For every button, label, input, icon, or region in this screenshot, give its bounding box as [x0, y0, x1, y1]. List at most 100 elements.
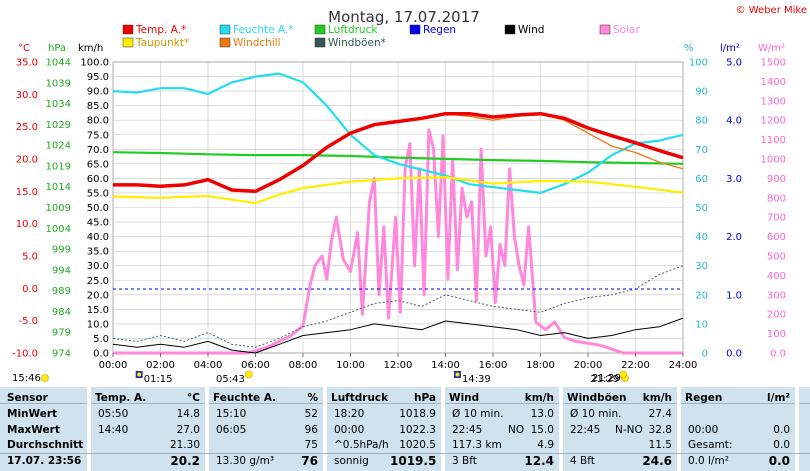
legend-swatch: [314, 24, 326, 35]
stats-cell-wind-time: Ø 10 min.: [452, 408, 504, 420]
sun-marker-right-label: 21:29: [592, 373, 621, 384]
ticks-solar: 1500 1400 1300 1200 1100 1000 900 800 700 600 500 4…: [761, 58, 786, 360]
stats-col-divider: [677, 387, 681, 471]
stats-cell-label: 17.07. 23:56: [7, 454, 82, 467]
stats-cell-hum-val: 52: [304, 408, 318, 420]
below-axis-markers: 01:15 05:43 14:39 21:29: [135, 370, 627, 385]
legend-label: Feuchte A.*: [233, 24, 294, 36]
legend-item: Temp. A.*: [122, 24, 186, 36]
pressure-axis-tick: 974: [52, 349, 71, 360]
humidity-axis-tick: 70: [695, 145, 708, 156]
wind-axis-tick: 10.0: [87, 319, 109, 330]
solar-axis-tick: 1000: [761, 155, 786, 166]
wind-axis-tick: 5.0: [93, 334, 109, 345]
wind-axis-tick: 60.0: [87, 174, 109, 185]
axis-unit-wind: km/h: [78, 43, 103, 54]
pressure-axis-tick: 979: [52, 328, 71, 339]
stats-cell-hum-val: 96: [304, 423, 318, 436]
axis-unit-rain: l/m²: [720, 43, 740, 54]
temp-axis-tick: -5.0: [18, 316, 38, 327]
series-layer: [112, 72, 684, 355]
solar-axis-tick: 1400: [761, 77, 786, 88]
stats-cell-rain-val: 0.0: [773, 423, 790, 436]
humidity-axis-tick: 100: [689, 58, 708, 69]
wind-axis-tick: 55.0: [87, 188, 109, 199]
stats-cell-temp-val: 21.30: [169, 439, 200, 451]
humidity-axis-tick: 60: [695, 174, 708, 185]
stats-cell-hum-time: 06:05: [216, 423, 247, 436]
solar-axis-tick: 200: [767, 310, 786, 321]
wind-axis-tick: 80.0: [87, 116, 109, 127]
stats-header-wind: Wind: [449, 392, 480, 404]
stats-cell-press-val: 1020.5: [399, 439, 436, 451]
pressure-axis-tick: 1029: [46, 120, 71, 131]
legend-swatch: [219, 37, 231, 48]
x-tick-label: 10:00: [336, 360, 365, 371]
solar-axis-tick: 1300: [761, 96, 786, 107]
ticks-pressure: 1044 1039 1034 1029 1024 1019 1014 1009 1004 999 9…: [46, 58, 71, 360]
solar-axis-tick: 100: [767, 329, 786, 340]
stats-cell-rain-time: 0.0 l/m²: [688, 454, 729, 467]
legend-swatch: [122, 37, 134, 48]
stats-header-temp-unit: °C: [187, 392, 200, 404]
series-temp-a: [113, 111, 684, 194]
legend-label: Temp. A.*: [135, 24, 186, 36]
series-taupunkt: [112, 176, 684, 205]
legend-swatch: [409, 24, 421, 35]
stats-cell-press-time: 18:20: [334, 408, 365, 420]
wind-axis-tick: 20.0: [87, 290, 109, 301]
temp-axis-tick: 35.0: [16, 58, 38, 69]
legend-label: Solar: [613, 24, 640, 36]
stats-col-divider: [441, 387, 445, 471]
legend-swatch: [122, 24, 134, 35]
solar-axis-tick: 500: [767, 252, 786, 263]
stats-header-hum: Feuchte A.: [213, 392, 277, 404]
stats-cell-gust-val: 27.4: [648, 408, 672, 420]
solar-axis-tick: 300: [767, 290, 786, 301]
legend-label: Windböen*: [328, 37, 386, 49]
sun-marker-left-label: 15:46: [12, 373, 41, 384]
below-axis-marker: 14:39: [453, 371, 491, 385]
pressure-axis-tick: 984: [52, 307, 71, 318]
x-tick-label: 14:00: [431, 360, 460, 371]
copyright-label: © Weber Mike: [736, 5, 807, 16]
below-axis-marker: 05:43: [216, 370, 253, 385]
stats-header-hum-unit: %: [307, 392, 318, 404]
wind-axis-tick: 30.0: [87, 261, 109, 272]
x-tick-label: 16:00: [479, 360, 508, 371]
axis-unit-pressure: hPa: [48, 43, 66, 54]
stats-cell-hum-time: 15:10: [216, 408, 247, 420]
stats-cell-wind-val: 13.0: [530, 408, 554, 420]
wind-axis-tick: 100.0: [80, 58, 109, 69]
humidity-axis-tick: 90: [695, 87, 708, 98]
pressure-axis-tick: 1034: [46, 99, 71, 110]
below-axis-marker: 21:29: [590, 370, 627, 385]
series-solar: [113, 128, 683, 355]
humidity-axis-tick: 0: [702, 349, 708, 360]
series-luftdruck: [112, 151, 684, 165]
stats-header-press-unit: hPa: [414, 392, 436, 404]
x-tick-label: 06:00: [241, 360, 270, 371]
x-tick-label: 20:00: [574, 360, 603, 371]
sun-icon-left: [41, 374, 49, 382]
legend-label: Windchill: [233, 37, 281, 49]
x-tick-label: 12:00: [384, 360, 413, 371]
legend-label: Taupunkt*: [135, 37, 189, 49]
chart-title: Montag, 17.07.2017: [328, 8, 480, 26]
humidity-axis-tick: 30: [695, 261, 708, 272]
stats-cell-temp-time: 14:40: [98, 423, 129, 436]
pressure-axis-tick: 999: [52, 245, 71, 256]
humidity-axis-tick: 10: [695, 319, 708, 330]
pressure-axis-tick: 1004: [46, 224, 71, 235]
legend-item: Windchill: [219, 37, 281, 49]
solar-axis-tick: 1100: [761, 135, 786, 146]
legend-item: Regen: [409, 24, 456, 36]
stats-header-press: Luftdruck: [331, 392, 389, 404]
pressure-axis-tick: 989: [52, 286, 71, 297]
legend-item: Taupunkt*: [122, 37, 189, 49]
stats-cell-press-time: 00:00: [334, 423, 365, 436]
wind-axis-tick: 35.0: [87, 247, 109, 258]
stats-col-divider: [205, 387, 209, 471]
stats-cell-rain-val: 0.0: [768, 453, 790, 468]
